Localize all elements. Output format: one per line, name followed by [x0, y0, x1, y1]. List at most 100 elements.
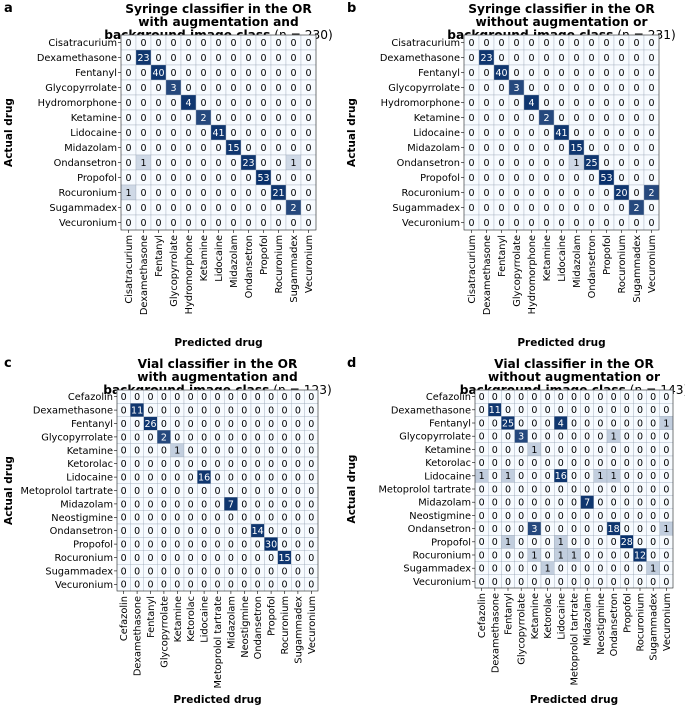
x-tick-label: Rocuronium	[636, 593, 647, 651]
cell-value: 0	[140, 113, 146, 124]
cell-value: 4	[528, 98, 534, 109]
cell-value: 0	[479, 498, 485, 509]
cell-value: 0	[505, 511, 511, 522]
cell-value: 0	[633, 188, 639, 199]
cell-value: 0	[161, 580, 167, 591]
cell-value: 0	[241, 419, 247, 430]
cell-value: 1	[663, 524, 669, 535]
cell-value: 0	[121, 459, 127, 470]
cell-value: 0	[201, 566, 207, 577]
cell-value: 0	[545, 418, 551, 429]
cell-value: 0	[528, 188, 534, 199]
cell-value: 0	[531, 418, 537, 429]
cell-value: 0	[637, 564, 643, 575]
cell-value: 0	[492, 458, 498, 469]
cell-value: 0	[308, 566, 314, 577]
cell-value: 0	[161, 419, 167, 430]
cell-value: 0	[125, 173, 131, 184]
cell-value: 0	[121, 526, 127, 537]
cell-value: 0	[215, 113, 221, 124]
cell-value: 0	[603, 128, 609, 139]
cell-value: 0	[260, 38, 266, 49]
cell-value: 0	[125, 98, 131, 109]
cell-value: 0	[571, 458, 577, 469]
cell-value: 0	[305, 38, 311, 49]
cell-value: 0	[663, 432, 669, 443]
x-tick-label: Fentanyl	[497, 235, 508, 277]
chart-title-line: Vial classifier in the OR	[494, 357, 654, 371]
x-tick-label: Vecuronium	[307, 596, 318, 654]
cell-value: 0	[498, 173, 504, 184]
cell-value: 1	[597, 471, 603, 482]
cell-value: 0	[558, 392, 564, 403]
cell-value: 0	[513, 173, 519, 184]
cell-value: 0	[290, 188, 296, 199]
cell-value: 0	[185, 128, 191, 139]
cell-value: 0	[637, 445, 643, 456]
cell-value: 0	[492, 511, 498, 522]
cell-value: 0	[260, 98, 266, 109]
cell-value: 0	[597, 392, 603, 403]
cell-value: 0	[588, 113, 594, 124]
cell-value: 0	[260, 68, 266, 79]
cell-value: 0	[479, 564, 485, 575]
cell-value: 0	[260, 53, 266, 64]
cell-value: 0	[505, 498, 511, 509]
cell-value: 0	[573, 203, 579, 214]
y-tick-label: Ketamine	[414, 113, 460, 124]
cell-value: 0	[281, 419, 287, 430]
cell-value: 0	[633, 98, 639, 109]
cell-value: 0	[531, 577, 537, 588]
x-axis-label: Predicted drug	[517, 337, 605, 349]
cell-value: 0	[125, 83, 131, 94]
cell-value: 23	[137, 53, 149, 64]
cell-value: 0	[290, 143, 296, 154]
cell-value: 0	[468, 218, 474, 229]
cell-value: 0	[295, 499, 301, 510]
cell-value: 0	[241, 566, 247, 577]
cell-value: 0	[479, 445, 485, 456]
cell-value: 0	[188, 392, 194, 403]
cell-value: 0	[498, 98, 504, 109]
cell-value: 0	[518, 484, 524, 495]
cell-value: 0	[545, 484, 551, 495]
cell-value: 0	[170, 53, 176, 64]
cell-value: 0	[588, 173, 594, 184]
cell-value: 26	[144, 419, 156, 430]
cell-value: 0	[573, 128, 579, 139]
cell-value: 0	[305, 68, 311, 79]
cell-value: 0	[558, 188, 564, 199]
cell-value: 0	[155, 53, 161, 64]
cell-value: 0	[558, 445, 564, 456]
cell-value: 0	[155, 203, 161, 214]
cell-value: 0	[545, 498, 551, 509]
cell-value: 7	[228, 499, 234, 510]
cell-value: 0	[125, 218, 131, 229]
cell-value: 0	[241, 473, 247, 484]
y-tick-label: Dexamethasone	[391, 405, 471, 416]
cell-value: 0	[633, 158, 639, 169]
cell-value: 0	[241, 513, 247, 524]
cell-value: 0	[558, 498, 564, 509]
cell-value: 0	[215, 188, 221, 199]
cell-value: 0	[295, 459, 301, 470]
y-tick-label: Dexamethasone	[380, 53, 460, 64]
cell-value: 0	[558, 203, 564, 214]
cell-value: 0	[275, 158, 281, 169]
cell-value: 0	[255, 446, 261, 457]
cell-value: 0	[125, 38, 131, 49]
cell-value: 0	[185, 53, 191, 64]
cell-value: 0	[290, 128, 296, 139]
y-tick-label: Metoprolol tartrate	[20, 486, 113, 497]
cell-value: 0	[134, 566, 140, 577]
cell-value: 0	[648, 143, 654, 154]
cell-value: 0	[531, 432, 537, 443]
cell-value: 0	[513, 203, 519, 214]
cell-value: 0	[528, 128, 534, 139]
cell-value: 0	[584, 484, 590, 495]
cell-value: 0	[308, 419, 314, 430]
cell-value: 0	[611, 577, 617, 588]
y-tick-label: Midazolam	[60, 499, 113, 510]
cell-value: 0	[584, 577, 590, 588]
x-tick-label: Metoprolol tartrate	[570, 593, 581, 686]
